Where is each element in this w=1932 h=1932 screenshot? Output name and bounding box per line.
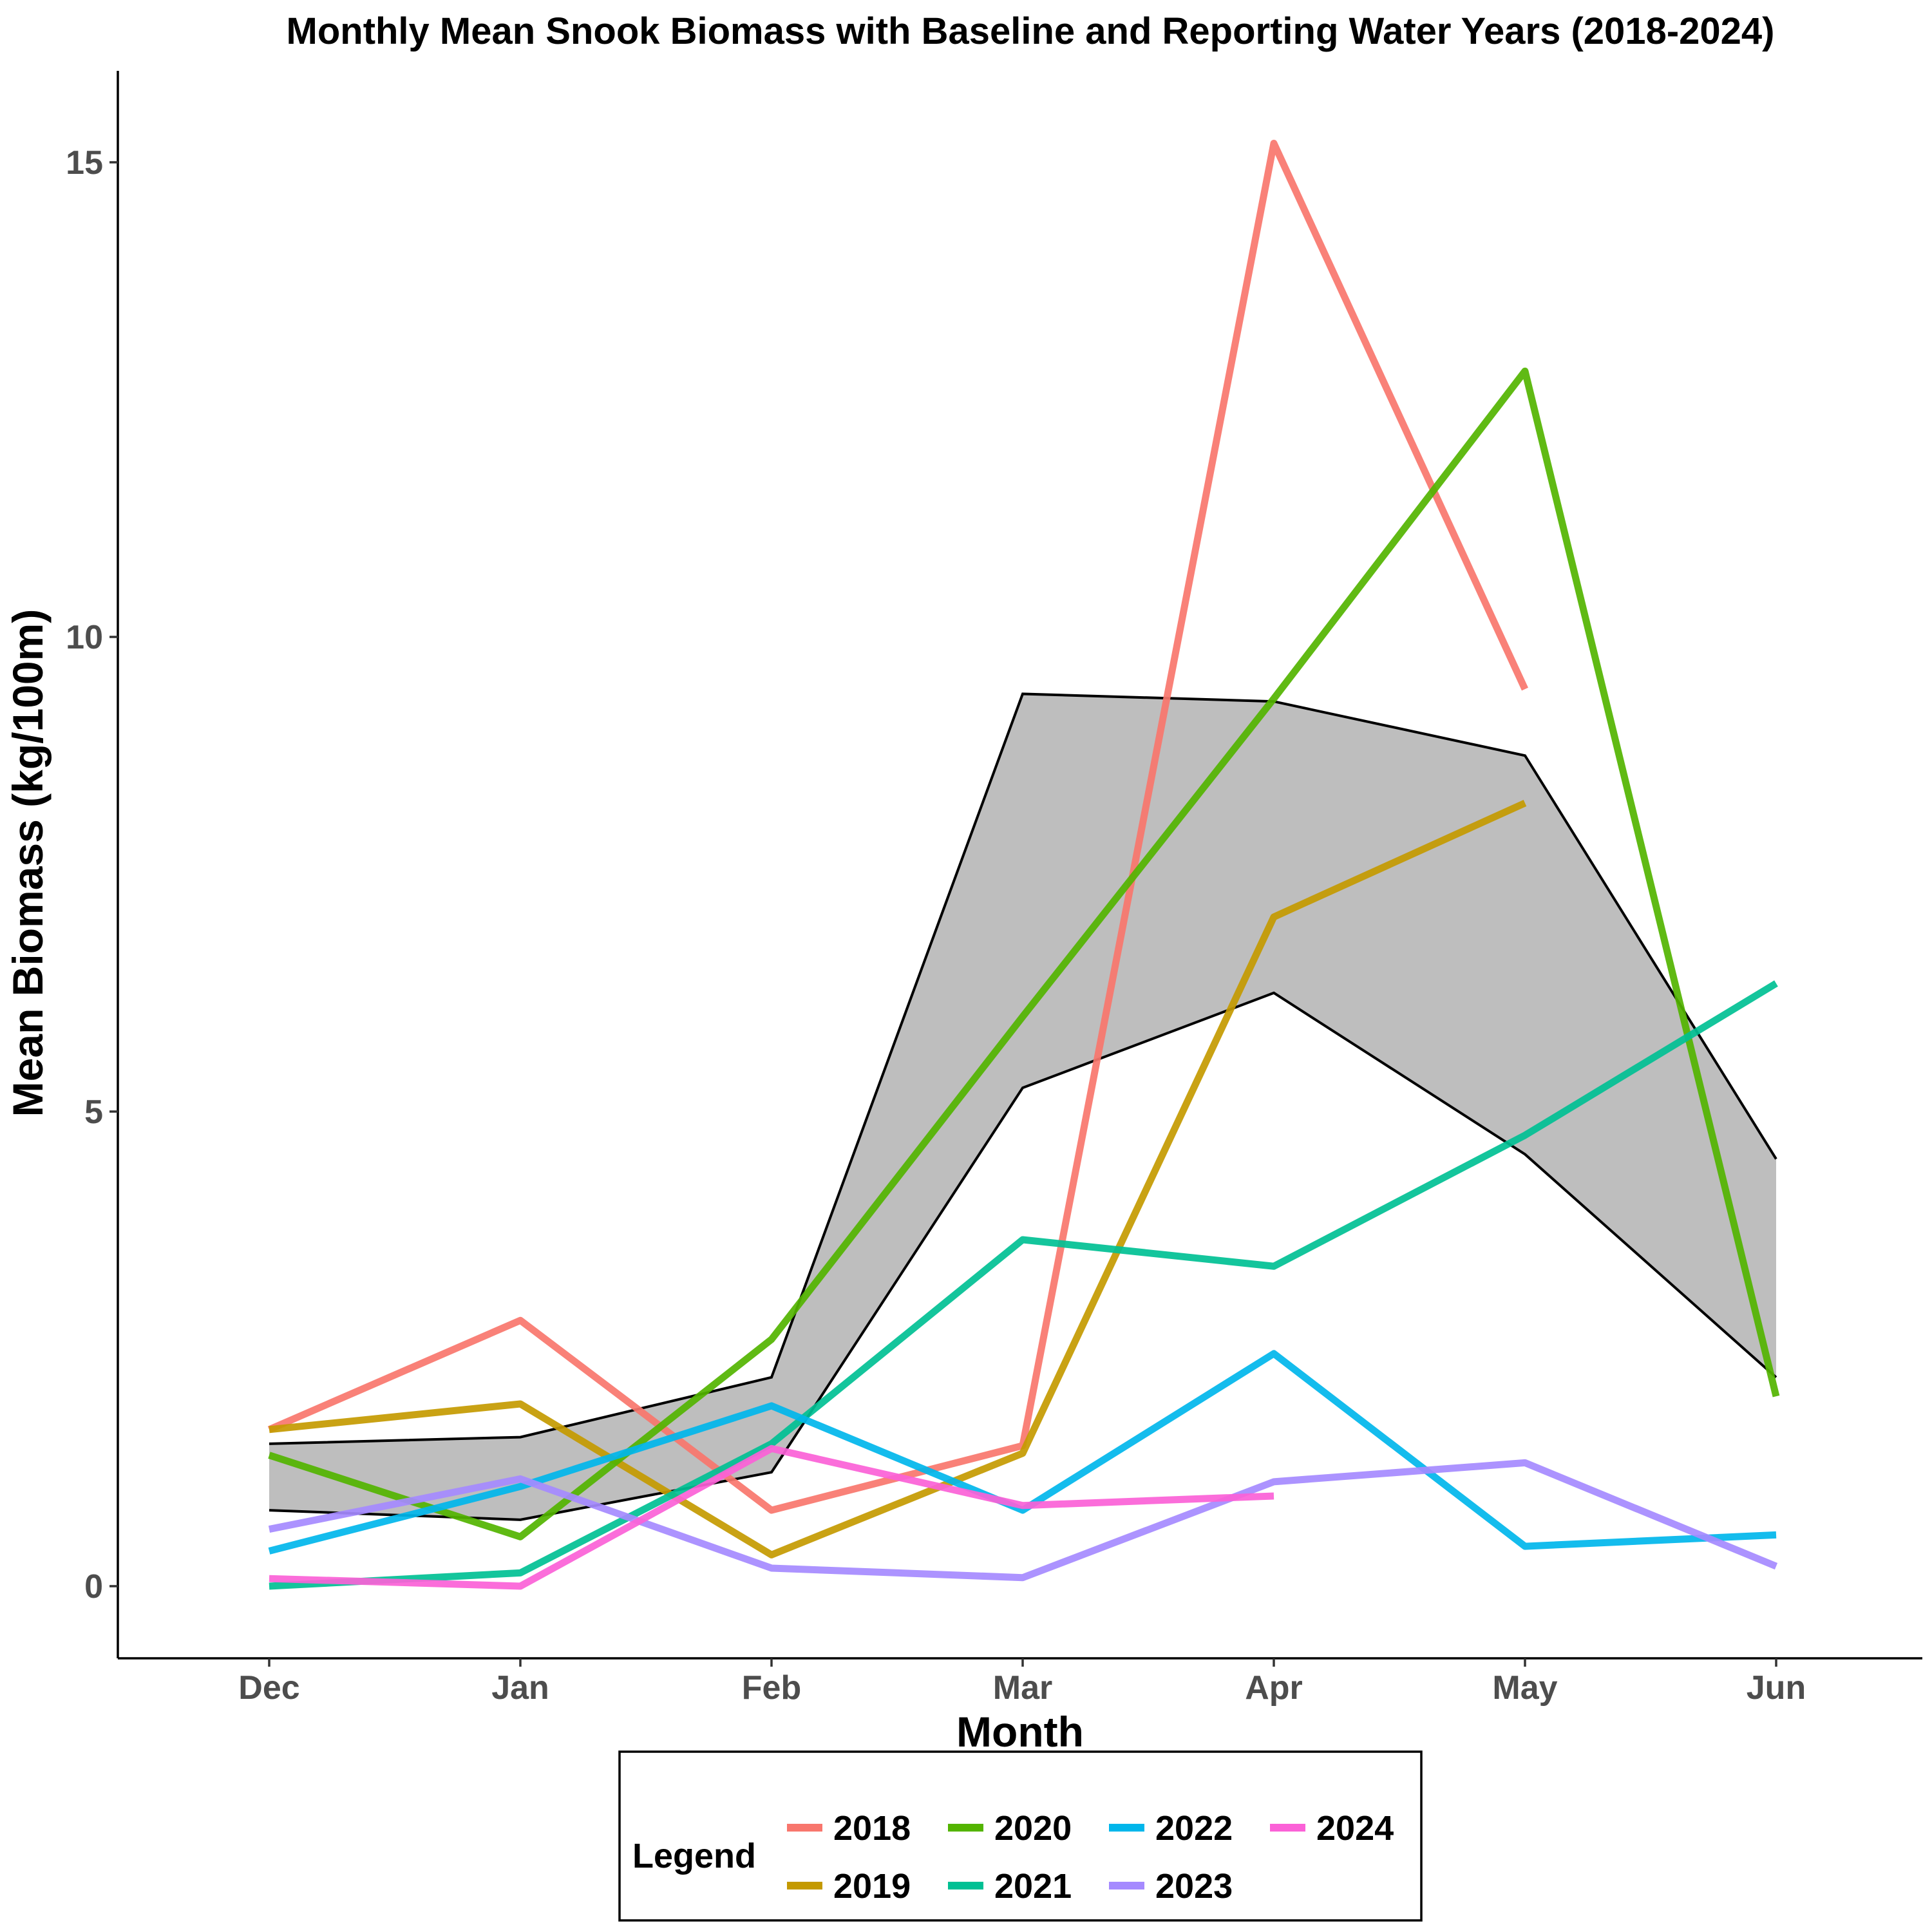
y-tick-label: 15: [66, 144, 103, 182]
baseline-band: [269, 692, 1777, 1521]
series-line-2024: [269, 1444, 1274, 1590]
legend-label-2020: 2020: [994, 1809, 1072, 1848]
baseline-upper-line: [269, 692, 1777, 1445]
x-tick-label: Feb: [742, 1669, 801, 1707]
baseline-band-area: [269, 694, 1776, 1520]
series-lines: [267, 140, 1780, 1590]
x-tick-label: Dec: [238, 1669, 299, 1707]
legend-items: 2018 2019 2020 2021 2022 2023 2024: [787, 1809, 1394, 1906]
x-tick-label: Jun: [1747, 1669, 1806, 1707]
legend-label-2018: 2018: [833, 1809, 911, 1848]
legend-label-2019: 2019: [833, 1867, 911, 1906]
series-line-2021: [269, 980, 1778, 1590]
series-line-2022: [268, 1350, 1777, 1555]
legend-label-2024: 2024: [1316, 1809, 1394, 1848]
legend-box: [618, 1750, 1423, 1922]
y-tick-label: 10: [66, 619, 103, 656]
y-axis-title: Mean Biomass (kg/100m): [4, 609, 52, 1117]
legend-label-2021: 2021: [994, 1867, 1072, 1906]
y-tick-label: 0: [84, 1568, 103, 1605]
y-axis-ticks: 0 5 10 15: [66, 144, 118, 1605]
series-line-2023: [268, 1459, 1778, 1582]
x-tick-label: May: [1492, 1669, 1557, 1707]
series-line-2019: [269, 799, 1527, 1558]
chart-title: Monthly Mean Snook Biomass with Baseline…: [287, 10, 1775, 52]
legend-title: Legend: [632, 1837, 756, 1875]
legend-label-2023: 2023: [1155, 1867, 1233, 1906]
y-tick-label: 5: [84, 1094, 103, 1131]
series-line-2020: [268, 367, 1780, 1540]
x-axis-ticks: Dec Jan Feb Mar Apr May Jun: [238, 1658, 1806, 1707]
x-tick-label: Jan: [491, 1669, 549, 1707]
legend: Legend 2018 2019 2020 2021 2022 2023 2024: [618, 1750, 1423, 1922]
x-tick-label: Apr: [1245, 1669, 1303, 1707]
x-axis-title: Month: [956, 1708, 1084, 1756]
x-tick-label: Mar: [993, 1669, 1052, 1707]
baseline-lower-line: [269, 991, 1777, 1521]
legend-label-2022: 2022: [1155, 1809, 1233, 1848]
